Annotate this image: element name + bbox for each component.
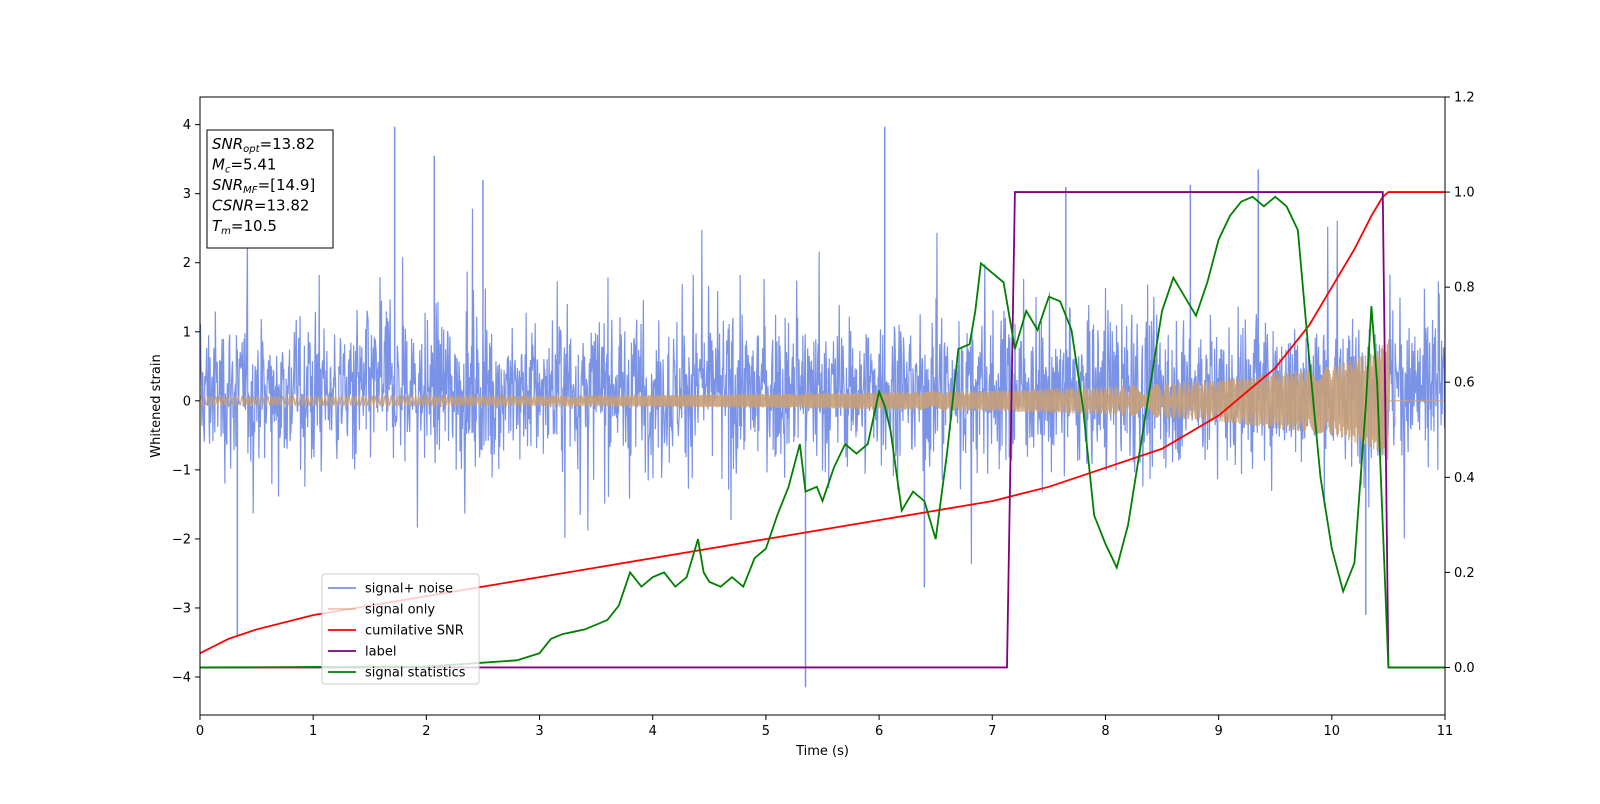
x-tick-label: 1 xyxy=(309,724,317,739)
x-tick-label: 3 xyxy=(535,724,543,739)
legend-label: signal+ noise xyxy=(365,582,453,597)
y-tick-label: 4 xyxy=(183,118,191,133)
y2-tick-label: 1.2 xyxy=(1454,91,1475,106)
legend-label: signal statistics xyxy=(365,666,466,681)
series-signal-statistics xyxy=(200,195,1445,669)
info-box-frame xyxy=(206,129,334,249)
y-tick-label: 1 xyxy=(183,325,191,340)
series-signal-only xyxy=(200,339,1445,461)
legend-frame xyxy=(321,573,480,685)
y-tick-label: −3 xyxy=(172,601,191,616)
y2-tick-label: 0.8 xyxy=(1454,281,1475,296)
y2-tick-label: 0.2 xyxy=(1454,566,1475,581)
y2-tick-label: 1.0 xyxy=(1454,186,1475,201)
y-tick-label: 0 xyxy=(183,394,191,409)
x-tick-label: 8 xyxy=(1101,724,1109,739)
info-line: SNRopt=13.82 xyxy=(212,135,315,155)
legend-label: label xyxy=(365,645,396,660)
legend: signal+ noise signal only cumilative SNR la… xyxy=(321,573,480,685)
x-tick-label: 6 xyxy=(875,724,883,739)
x-tick-label: 5 xyxy=(762,724,770,739)
x-axis-label: Time (s) xyxy=(795,744,849,759)
info-line: CSNR=13.82 xyxy=(212,197,309,215)
y-tick-label: −4 xyxy=(172,671,191,686)
x-tick-label: 11 xyxy=(1437,724,1454,739)
info-line: Mc=5.41 xyxy=(212,156,276,176)
axes: 0 1 2 3 4 5 6 7 8 9 10 11 −4 −3 −2 −1 0 1 2 3 4 0.0 0.2 0.4 0.6 0… xyxy=(172,91,1475,740)
y-tick-label: 2 xyxy=(183,256,191,271)
x-tick-label: 0 xyxy=(196,724,204,739)
info-line: SNRMF=[14.9] xyxy=(212,176,315,196)
y-tick-label: 3 xyxy=(183,187,191,202)
info-line: Tm=10.5 xyxy=(212,217,277,237)
info-box: SNRopt=13.82Mc=5.41SNRMF=[14.9]CSNR=13.8… xyxy=(206,129,334,249)
legend-label: signal only xyxy=(365,603,435,618)
y-tick-label: −1 xyxy=(172,463,191,478)
y-tick-label: −2 xyxy=(172,532,191,547)
plot-frame xyxy=(199,96,1446,716)
x-tick-label: 9 xyxy=(1214,724,1222,739)
x-tick-label: 2 xyxy=(422,724,430,739)
x-tick-label: 4 xyxy=(649,724,657,739)
y-axis-label: Whitened strain xyxy=(149,354,164,457)
x-tick-label: 7 xyxy=(988,724,996,739)
x-tick-label: 10 xyxy=(1324,724,1341,739)
y2-tick-label: 0.0 xyxy=(1454,661,1475,676)
y2-tick-label: 0.4 xyxy=(1454,471,1475,486)
y2-tick-label: 0.6 xyxy=(1454,376,1475,391)
legend-label: cumilative SNR xyxy=(365,624,464,639)
